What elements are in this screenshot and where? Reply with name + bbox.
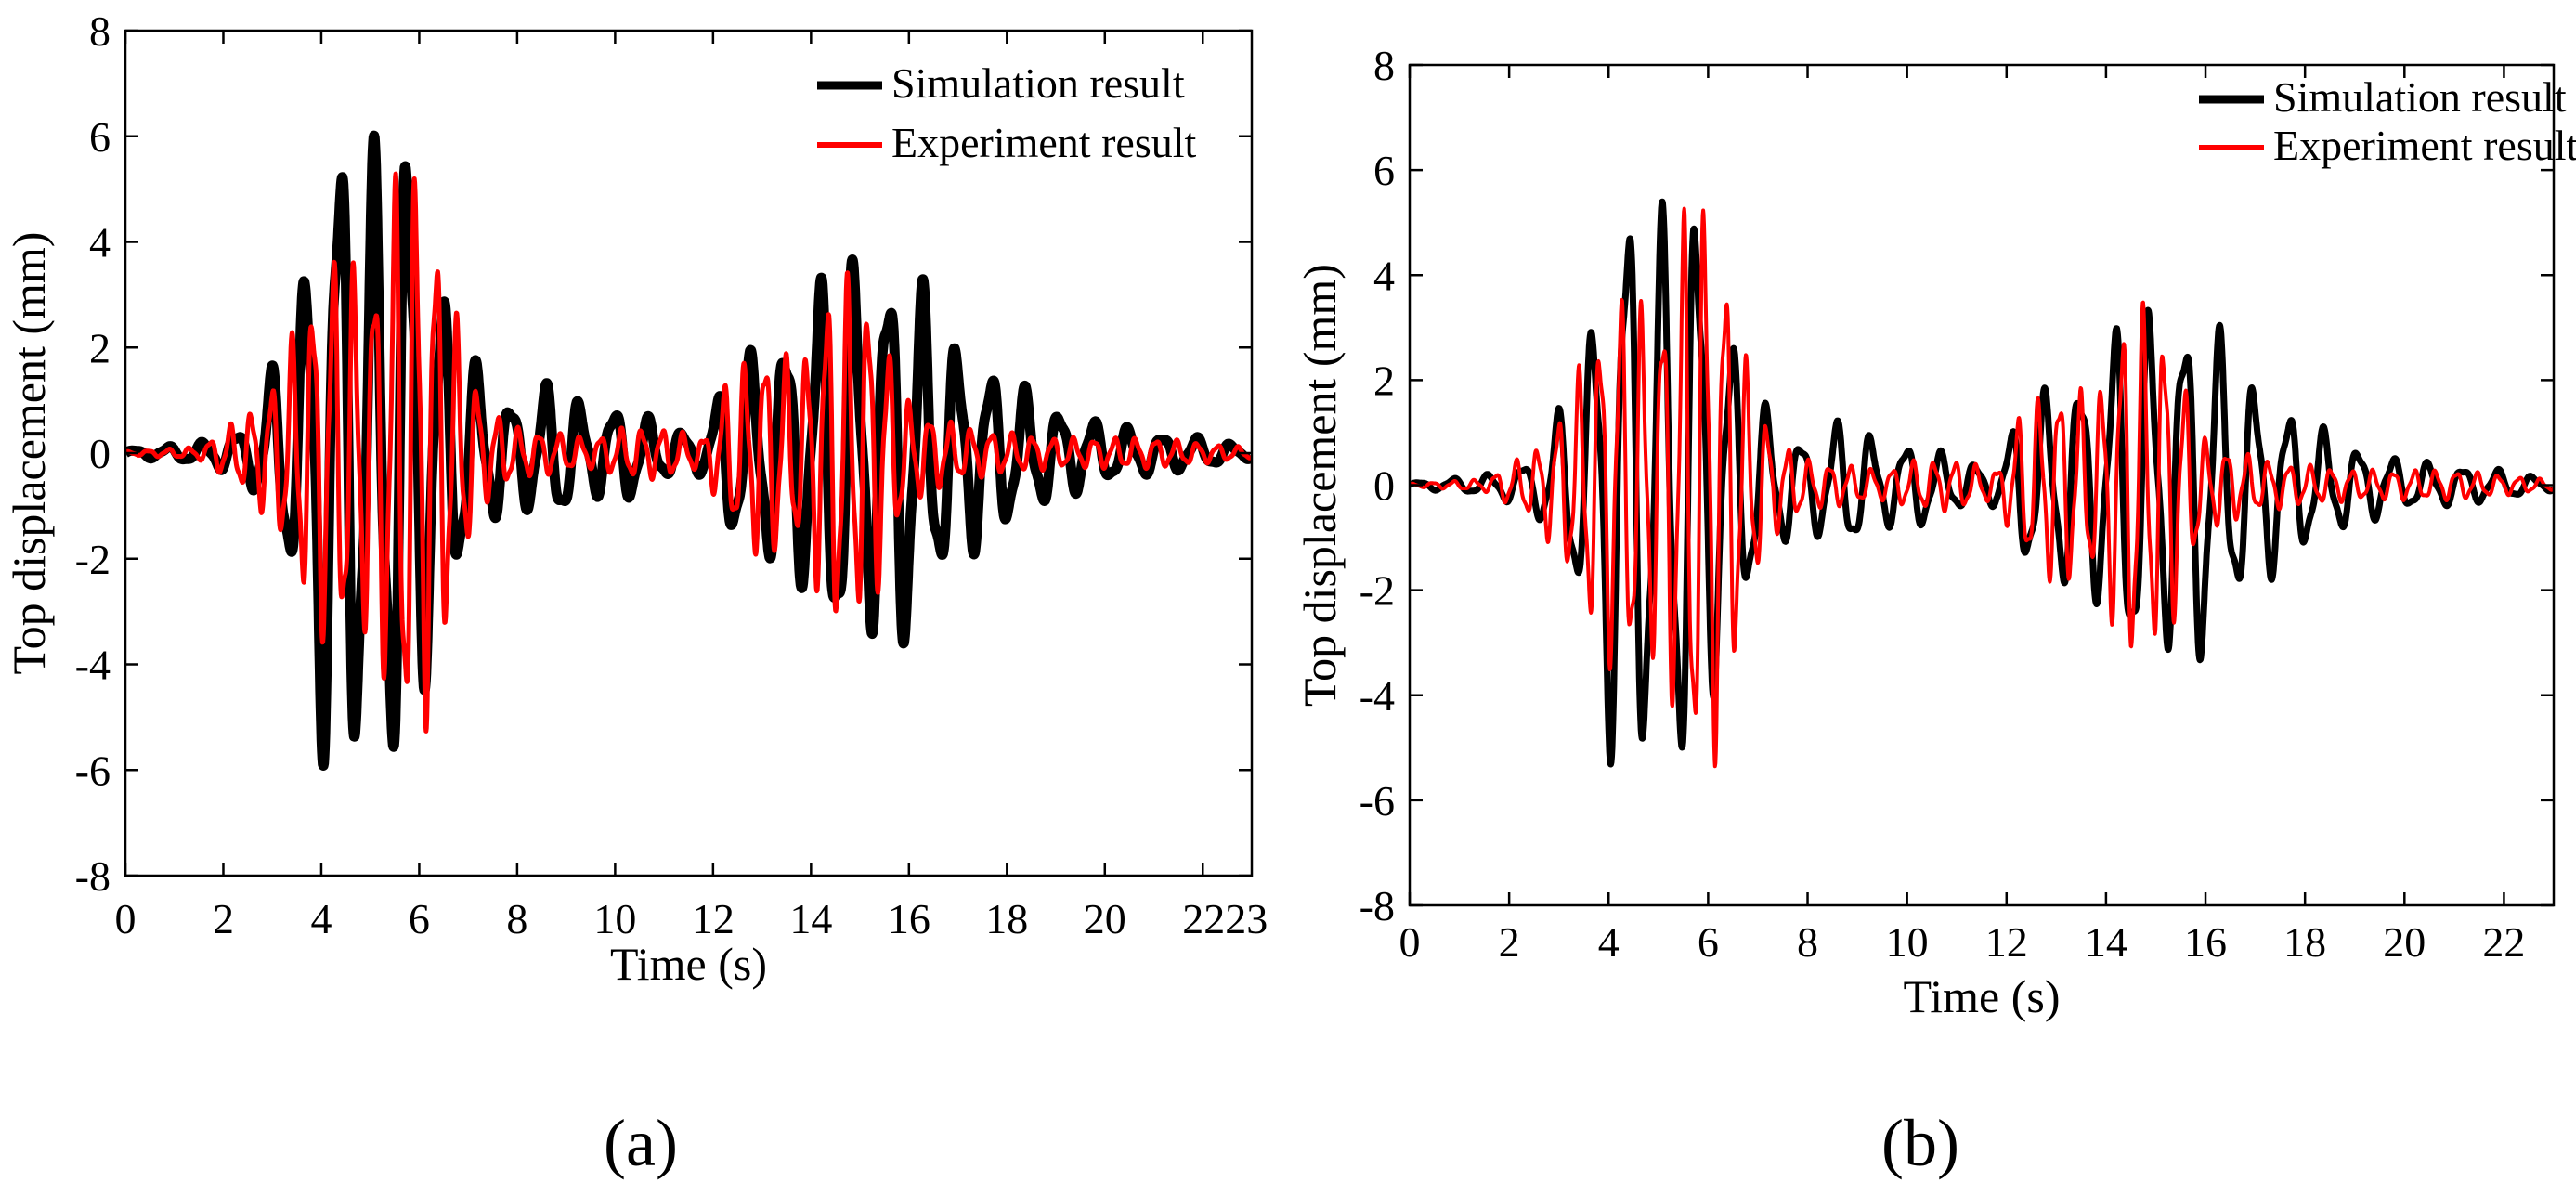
panel-caption: (a) (604, 1106, 678, 1180)
x-tick-label: 16 (888, 895, 930, 942)
y-tick-label: -6 (1360, 777, 1395, 825)
y-axis-label: Top displacement (mm) (1294, 264, 1346, 707)
x-tick-label: 14 (2085, 918, 2127, 966)
y-tick-label: -4 (75, 642, 111, 689)
x-tick-label: 12 (692, 895, 735, 942)
x-tick-label: 10 (1886, 918, 1929, 966)
y-tick-label: 0 (1373, 462, 1395, 510)
x-tick-label: 8 (1797, 918, 1818, 966)
x-tick-label: 20 (2383, 918, 2426, 966)
x-tick-label: 2223 (1182, 895, 1268, 942)
x-axis-label: Time (s) (610, 938, 767, 990)
y-tick-label: 4 (1373, 252, 1395, 299)
x-tick-label: 16 (2184, 918, 2227, 966)
x-tick-label: 6 (409, 895, 430, 942)
y-tick-label: 4 (89, 219, 111, 266)
x-tick-label: 18 (985, 895, 1028, 942)
x-tick-label: 0 (1399, 918, 1421, 966)
x-tick-label: 22 (2482, 918, 2525, 966)
x-axis-label: Time (s) (1903, 970, 2060, 1022)
y-tick-label: -8 (1360, 882, 1395, 930)
panel-caption: (b) (1881, 1106, 1959, 1180)
y-tick-label: -4 (1360, 672, 1395, 720)
y-tick-label: 0 (89, 430, 111, 477)
series-line-simulation (1410, 198, 2554, 768)
x-tick-label: 8 (506, 895, 527, 942)
x-tick-label: 6 (1698, 918, 1719, 966)
x-tick-label: 4 (1598, 918, 1620, 966)
chart-panel-b: -8 -6 -4 -2 0 2 4 6 8 0 2 4 6 8 10 12 14 16 18 20 22 Time (s)… (1294, 42, 2576, 1180)
x-tick-label: 4 (310, 895, 332, 942)
x-tick-label: 14 (789, 895, 832, 942)
legend-label: Experiment result (2273, 122, 2576, 169)
legend-label: Simulation result (2273, 73, 2567, 121)
x-tick-label: 10 (593, 895, 636, 942)
y-tick-label: 6 (1373, 147, 1395, 194)
y-tick-label: 2 (89, 324, 111, 371)
x-tick-label: 18 (2283, 918, 2326, 966)
x-tick-label: 2 (1499, 918, 1520, 966)
series-line-simulation (125, 130, 1252, 771)
y-tick-label: 8 (1373, 42, 1395, 89)
x-tick-label: 2 (213, 895, 234, 942)
legend-label: Experiment result (891, 119, 1197, 166)
y-tick-label: 2 (1373, 357, 1395, 404)
y-tick-label: -8 (75, 852, 111, 900)
y-tick-label: 6 (89, 113, 111, 161)
x-tick-label: 20 (1084, 895, 1126, 942)
series-line-experiment (1410, 206, 2554, 769)
y-tick-label: -2 (75, 536, 111, 583)
y-axis-label: Top displacement (mm) (3, 232, 55, 675)
legend-label: Simulation result (891, 59, 1185, 107)
y-tick-label: 8 (89, 7, 111, 55)
y-tick-label: -6 (75, 747, 111, 794)
x-tick-label: 12 (1985, 918, 2028, 966)
y-tick-label: -2 (1360, 567, 1395, 615)
x-tick-label: 0 (115, 895, 137, 942)
chart-panel-a: -8 -6 -4 -2 0 2 4 6 8 0 2 4 6 8 10 12 14 16 18 20 2223 Time (… (3, 7, 1268, 1180)
series-line-experiment (125, 171, 1252, 734)
